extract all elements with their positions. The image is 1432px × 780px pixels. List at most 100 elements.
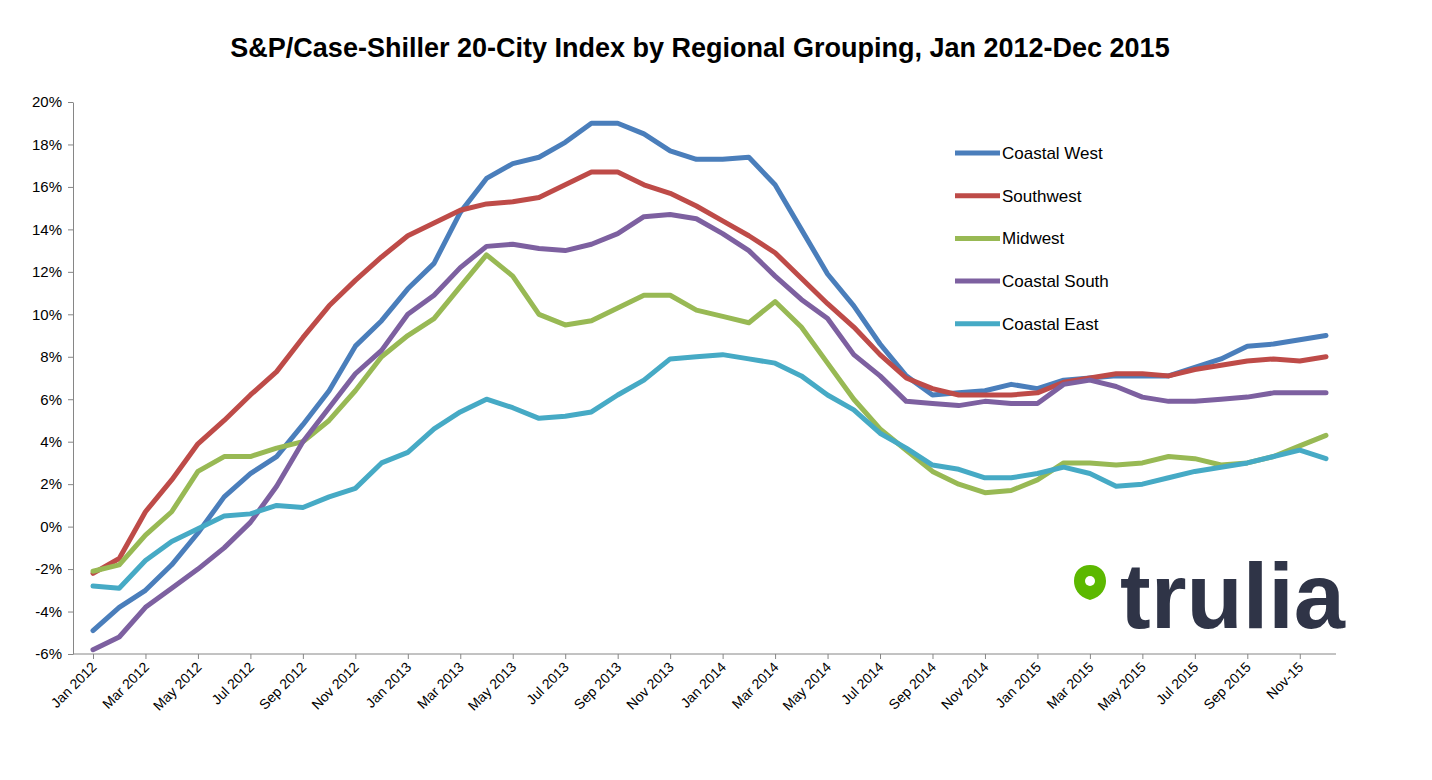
x-tick-mark — [250, 654, 251, 659]
x-tick-label: Nov-15 — [1263, 659, 1306, 702]
y-tick-label: -4% — [35, 603, 62, 620]
y-tick-mark — [68, 442, 73, 443]
x-tick: Mar 2013 — [414, 654, 467, 712]
series-line — [93, 172, 1326, 573]
y-axis-line — [73, 103, 74, 655]
x-tick: Jan 2015 — [992, 654, 1044, 711]
x-tick: May 2014 — [779, 654, 834, 714]
logo-pin-hole — [1085, 576, 1095, 586]
logo-pin — [1074, 565, 1106, 628]
x-tick-mark — [723, 654, 724, 659]
y-tick-mark — [68, 102, 73, 103]
x-tick-mark — [460, 654, 461, 659]
y-tick-mark — [68, 314, 73, 315]
x-tick-label: May 2015 — [1094, 659, 1149, 714]
x-tick-label: Jan 2012 — [48, 659, 100, 711]
x-tick-mark — [355, 654, 356, 659]
y-tick-label: 14% — [32, 221, 62, 238]
x-tick-label: May 2014 — [779, 659, 834, 714]
legend-swatch — [955, 193, 1000, 198]
x-tick-label: Jul 2013 — [523, 659, 572, 708]
legend: Coastal West Southwest Midwest Coastal Sout… — [955, 144, 1109, 334]
x-tick-mark — [1300, 654, 1301, 659]
x-tick: Nov 2012 — [308, 654, 362, 713]
x-tick-mark — [303, 654, 304, 659]
x-tick: Jan 2012 — [48, 654, 100, 711]
x-tick: Mar 2015 — [1043, 654, 1096, 712]
x-tick: Sep 2014 — [885, 654, 939, 713]
y-tick-mark — [68, 569, 73, 570]
x-tick: May 2015 — [1094, 654, 1149, 714]
y-tick-mark — [68, 654, 73, 655]
y-tick-label: 10% — [32, 306, 62, 323]
legend-label: Southwest — [1002, 187, 1082, 206]
y-tick: 16% — [32, 178, 73, 195]
legend-label: Midwest — [1002, 229, 1065, 248]
x-tick-mark — [145, 654, 146, 659]
x-tick-label: Jul 2015 — [1153, 659, 1202, 708]
x-tick-label: Jan 2015 — [992, 659, 1044, 711]
x-tick: May 2012 — [150, 654, 205, 714]
y-tick-mark — [68, 187, 73, 188]
x-axis: Jan 2012Mar 2012May 2012Jul 2012Sep 2012… — [48, 654, 1336, 714]
x-tick: Nov 2014 — [938, 654, 992, 713]
y-tick-mark — [68, 229, 73, 230]
y-tick-mark — [68, 144, 73, 145]
y-tick: 0% — [40, 518, 73, 535]
legend-label: Coastal South — [1002, 272, 1109, 291]
x-axis-line — [73, 654, 1336, 655]
x-tick: Mar 2012 — [99, 654, 152, 712]
x-tick: Nov 2013 — [623, 654, 677, 713]
x-tick-label: Jul 2012 — [208, 659, 257, 708]
x-tick-mark — [565, 654, 566, 659]
y-tick-label: 4% — [40, 433, 62, 450]
y-tick-mark — [68, 272, 73, 273]
x-tick-label: Jul 2014 — [838, 659, 887, 708]
y-tick: 2% — [40, 475, 73, 492]
legend-swatch — [955, 279, 1000, 284]
x-tick-mark — [985, 654, 986, 659]
y-tick: 20% — [32, 93, 73, 110]
logo-text: trulia — [1120, 545, 1346, 647]
y-tick: 4% — [40, 433, 73, 450]
x-tick-label: Mar 2015 — [1043, 659, 1096, 712]
y-tick: 12% — [32, 263, 73, 280]
y-tick-label: -6% — [35, 645, 62, 662]
y-tick-label: 20% — [32, 93, 62, 110]
y-tick: 18% — [32, 136, 73, 153]
x-tick: Jul 2012 — [208, 654, 257, 708]
y-tick-mark — [68, 399, 73, 400]
x-tick-label: Jan 2013 — [362, 659, 414, 711]
series-line — [93, 255, 1326, 571]
x-tick-label: Nov 2013 — [623, 659, 677, 713]
legend-label: Coastal West — [1002, 144, 1103, 163]
y-tick: 14% — [32, 221, 73, 238]
x-tick: Jul 2013 — [523, 654, 572, 708]
y-tick-label: 8% — [40, 348, 62, 365]
x-tick-label: Sep 2015 — [1200, 659, 1254, 713]
x-tick-mark — [1090, 654, 1091, 659]
x-tick: Jul 2014 — [838, 654, 887, 708]
y-tick-mark — [68, 484, 73, 485]
x-tick-mark — [408, 654, 409, 659]
y-tick-label: 2% — [40, 475, 62, 492]
title: S&P/Case-Shiller 20-City Index by Region… — [230, 33, 1169, 63]
legend-swatch — [955, 236, 1000, 241]
x-tick-label: Nov 2014 — [938, 659, 992, 713]
y-tick: -6% — [35, 645, 73, 662]
y-tick-mark — [68, 357, 73, 358]
x-tick-mark — [670, 654, 671, 659]
legend-label: Coastal East — [1002, 315, 1099, 334]
y-tick-label: 0% — [40, 518, 62, 535]
y-axis: -6%-4%-2%0%2%4%6%8%10%12%14%16%18%20% — [32, 93, 74, 662]
y-tick-label: 6% — [40, 391, 62, 408]
y-tick-label: 16% — [32, 178, 62, 195]
x-tick-label: May 2013 — [465, 659, 520, 714]
x-tick-mark — [1247, 654, 1248, 659]
x-tick: Jan 2014 — [677, 654, 729, 711]
y-tick: -4% — [35, 603, 73, 620]
legend-swatch — [955, 151, 1000, 156]
x-tick: May 2013 — [465, 654, 520, 714]
x-tick-mark — [1142, 654, 1143, 659]
x-tick: Mar 2014 — [729, 654, 782, 712]
